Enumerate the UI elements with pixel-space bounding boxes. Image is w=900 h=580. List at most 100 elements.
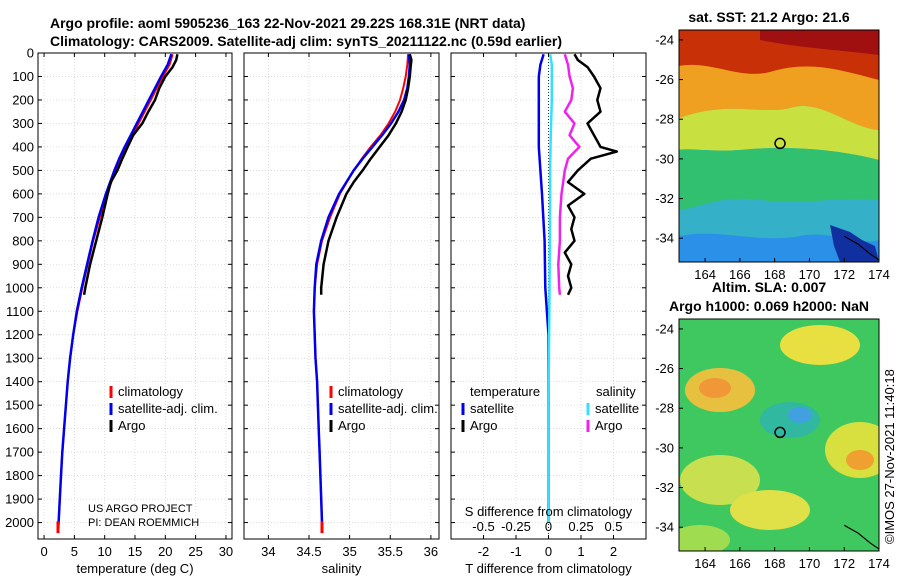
map-y-tick-label: -32 [655,191,674,206]
map-panels: 164 166 168 170 172 174 -24 -26 -28 -30 -32 -34 sat.… [655,9,890,571]
argo-location-marker [774,137,786,150]
y-tick-label: 1900 [5,492,34,507]
map-y-tick-label: -32 [655,480,674,495]
x-tick-label: 2 [610,544,617,559]
series-argo [82,53,179,296]
s-tick-label: 0.25 [568,519,593,534]
s-tick-label: 0 [545,519,552,534]
map-y-tick-label: -34 [655,231,674,246]
map-x-tick-label: 174 [868,556,890,571]
map-y-tick-label: -28 [655,401,674,416]
map-x-tick-label: 168 [764,267,786,282]
map-frame [678,318,880,552]
y-tick-label: 900 [12,257,34,272]
map-x-tick-label: 164 [694,556,716,571]
legend-label-temp-satellite: satellite [470,401,514,416]
y-tick-label: 1700 [5,445,34,460]
map-x-tick-label: 168 [764,556,786,571]
legend-salinity-panel: climatology satellite-adj. clim. Argo [329,384,438,433]
y-tick-label: 600 [12,186,34,201]
x-tick-label: 36 [424,544,438,559]
s-tick-label: -0.25 [501,519,531,534]
x-tick-label: 20 [158,544,172,559]
x-tick-label: 25 [188,544,202,559]
x-tick-label: 34 [261,544,275,559]
coastline [843,235,880,261]
legend-title-temperature: temperature [470,384,540,399]
argo-location-marker [774,426,786,439]
map-y-tick-label: -34 [655,520,674,535]
x-axis-label-salinity: S difference from climatology [465,504,633,519]
x-axis-label: T difference from climatology [465,561,632,576]
series-temperature-argo [563,53,619,296]
coastline [843,524,880,550]
legend-label-climatology: climatology [118,384,184,399]
x-tick-label: 5 [71,544,78,559]
series-satellite-adj-clim- [56,53,173,533]
map-y-tick-label: -30 [655,151,674,166]
y-tick-label: 1600 [5,421,34,436]
legend-label-temp-argo: Argo [470,418,497,433]
panel-difference: -2 -1 0 1 2 T difference from climatology S di… [450,52,647,576]
y-tick-label: 700 [12,210,34,225]
map-x-tick-label: 164 [694,267,716,282]
panel-salinity: 34 34.5 35 35.5 36 salinity [243,52,440,576]
y-tick-label: 1500 [5,398,34,413]
legend-label-satellite: satellite-adj. clim. [338,401,438,416]
legend-difference-panel: temperature salinity satellite Argo sate… [461,384,639,433]
legend-temperature-panel: climatology satellite-adj. clim. Argo [109,384,218,433]
y-tick-label: 300 [12,116,34,131]
figure-title-line1: Argo profile: aoml 5905236_163 22-Nov-20… [50,15,525,31]
series-climatology [57,53,174,533]
credit-line2: PI: DEAN ROEMMICH [88,517,199,529]
y-tick-label: 1400 [5,374,34,389]
y-tick-label: 2000 [5,515,34,530]
map-x-tick-label: 174 [868,267,890,282]
credit-line1: US ARGO PROJECT [88,503,193,515]
series-salinity-satellite [547,54,554,523]
sst-map-field [679,30,879,262]
x-tick-label: 10 [97,544,111,559]
x-tick-label: 15 [128,544,142,559]
x-tick-label: -1 [510,544,522,559]
map-title-line2: Argo h1000: 0.069 h2000: NaN [669,298,869,314]
legend-label-sal-argo: Argo [595,418,622,433]
profile-panels: 0 5 10 15 20 25 300100200300400500600700800900… [5,46,647,576]
map-y-tick-label: -26 [655,72,674,87]
y-tick-label: 500 [12,163,34,178]
map-x-tick-label: 166 [729,556,751,571]
series-satellite-adj-clim- [312,54,412,532]
map-x-tick-label: 170 [799,556,821,571]
y-tick-label: 1800 [5,468,34,483]
legend-title-salinity: salinity [596,384,636,399]
x-tick-label: -2 [478,544,490,559]
y-tick-label: 1100 [6,304,34,319]
legend-label-sal-satellite: satellite [595,401,639,416]
x-tick-label: 1 [577,544,584,559]
y-tick-label: 100 [12,69,34,84]
legend-label-argo: Argo [118,418,145,433]
map-x-tick-label: 172 [833,267,855,282]
map-title-line1: Altim. SLA: 0.007 [712,279,827,295]
y-tick-label: 1300 [5,351,34,366]
map-y-tick-label: -24 [655,321,674,336]
sla-map-field [679,319,879,551]
map-y-tick-label: -30 [655,440,674,455]
sla_map: 164 166 168 170 172 174 -24 -26 -28 -30 -32 -34 Alti… [655,279,890,571]
y-tick-label: 1000 [5,280,34,295]
x-tick-label: 30 [219,544,233,559]
x-axis-label: salinity [322,561,362,576]
map-y-tick-label: -28 [655,112,674,127]
sst_map: 164 166 168 170 172 174 -24 -26 -28 -30 -32 -34 sat.… [655,9,890,282]
timestamp-stamp: ©IMOS 27-Nov-2021 11:40:18 [882,369,897,544]
x-tick-label: 0 [545,544,552,559]
legend-label-climatology: climatology [338,384,404,399]
map-title: sat. SST: 21.2 Argo: 21.6 [688,9,850,25]
x-tick-label: 35.5 [378,544,403,559]
map-x-tick-label: 170 [799,267,821,282]
figure-title-line2: Climatology: CARS2009. Satellite-adj cli… [50,33,562,49]
x-tick-label: 34.5 [296,544,321,559]
map-y-tick-label: -24 [655,32,674,47]
series-argo [319,53,413,295]
